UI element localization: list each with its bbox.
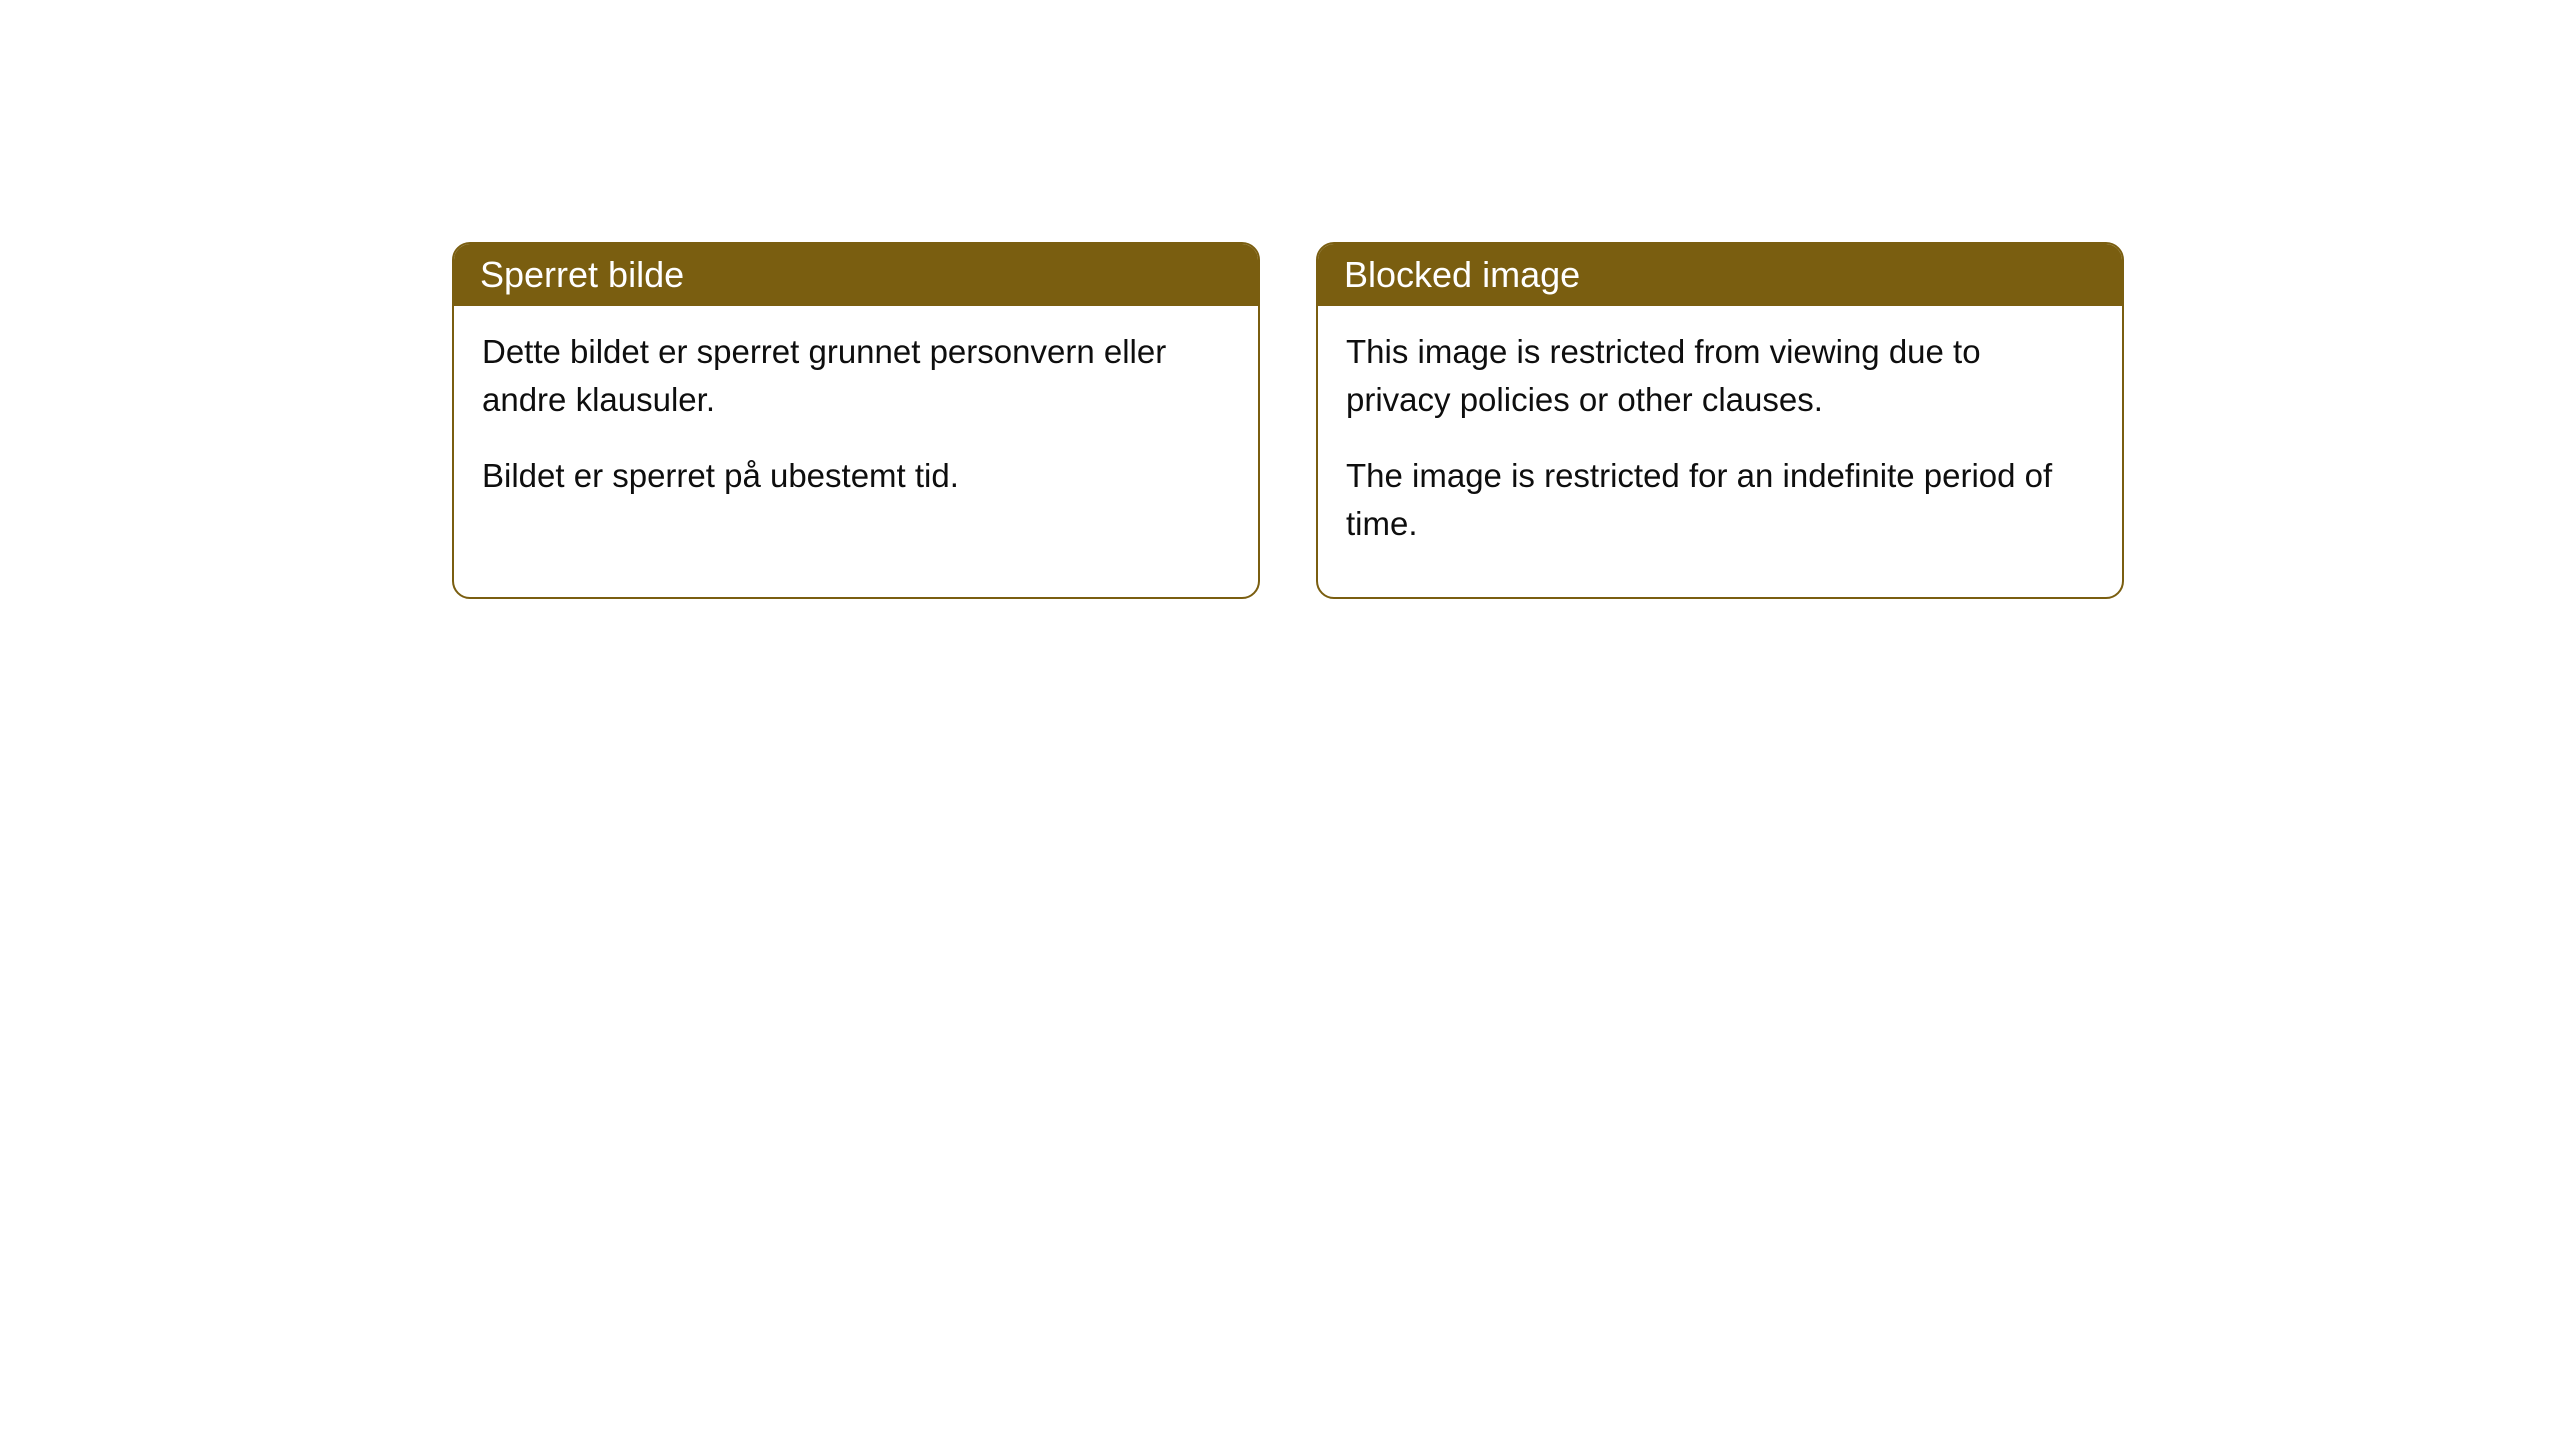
- card-paragraph: Bildet er sperret på ubestemt tid.: [482, 452, 1230, 500]
- card-paragraph: This image is restricted from viewing du…: [1346, 328, 2094, 424]
- card-paragraph: Dette bildet er sperret grunnet personve…: [482, 328, 1230, 424]
- card-header-en: Blocked image: [1318, 244, 2122, 306]
- card-body-no: Dette bildet er sperret grunnet personve…: [454, 306, 1258, 550]
- cards-container: Sperret bilde Dette bildet er sperret gr…: [0, 0, 2560, 599]
- card-header-no: Sperret bilde: [454, 244, 1258, 306]
- blocked-image-card-no: Sperret bilde Dette bildet er sperret gr…: [452, 242, 1260, 599]
- blocked-image-card-en: Blocked image This image is restricted f…: [1316, 242, 2124, 599]
- card-body-en: This image is restricted from viewing du…: [1318, 306, 2122, 597]
- card-paragraph: The image is restricted for an indefinit…: [1346, 452, 2094, 548]
